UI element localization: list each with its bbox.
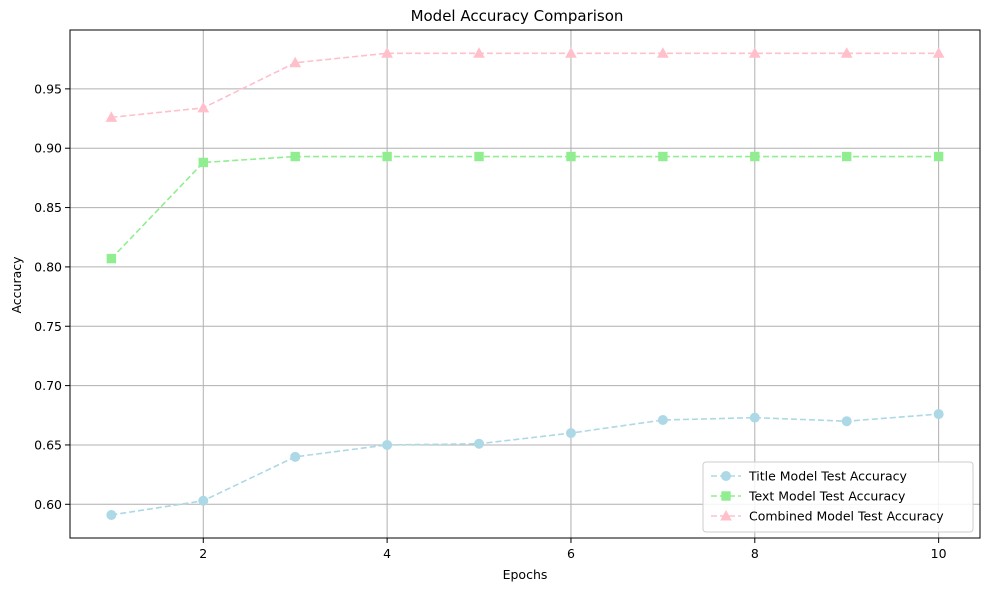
data-point — [198, 495, 209, 506]
data-point — [748, 47, 761, 58]
data-point — [842, 151, 852, 162]
data-point — [290, 151, 300, 162]
data-point — [565, 47, 577, 58]
legend-marker — [721, 491, 731, 501]
grid-lines — [70, 30, 980, 538]
data-point — [932, 47, 945, 58]
axis-ticks: 2 4 6 8 10 0.60 0.65 0.70 0.75 0.80 0.85 0.90 0.95 — [34, 81, 946, 561]
y-tick-label: 0.90 — [34, 141, 62, 156]
data-point — [750, 151, 760, 162]
plot-frame — [69, 29, 981, 539]
y-tick-label: 0.70 — [34, 378, 62, 393]
legend-label: Text Model Test Accuracy — [748, 489, 906, 504]
data-point — [106, 253, 117, 264]
data-point — [474, 438, 485, 449]
x-tick-label: 4 — [383, 546, 391, 561]
y-tick-label: 0.75 — [34, 319, 62, 334]
legend-item: Title Model Test Accuracy — [711, 469, 908, 484]
y-tick-label: 0.65 — [34, 437, 62, 452]
series-2 — [106, 151, 944, 264]
data-point — [197, 101, 210, 113]
y-axis-label: Accuracy — [9, 256, 24, 314]
data-point — [381, 47, 393, 58]
legend-label: Combined Model Test Accuracy — [749, 509, 944, 524]
data-point — [840, 47, 853, 58]
data-point — [198, 157, 208, 168]
data-point — [474, 151, 484, 162]
legend: Title Model Test Accuracy Text Model Test… — [702, 461, 974, 533]
data-point — [382, 439, 393, 450]
data-point — [106, 509, 117, 520]
y-tick-label: 0.60 — [34, 497, 62, 512]
data-point — [473, 47, 485, 58]
series-3 — [105, 47, 945, 122]
series-line — [111, 52, 939, 119]
data-point — [289, 56, 302, 68]
x-tick-label: 6 — [567, 546, 575, 561]
data-point — [933, 409, 944, 420]
legend-label: Title Model Test Accuracy — [748, 469, 908, 484]
data-point — [657, 415, 668, 426]
legend-item: Text Model Test Accuracy — [711, 489, 906, 504]
data-point — [290, 451, 301, 462]
x-tick-label: 8 — [751, 546, 759, 561]
series-layer — [105, 47, 945, 520]
y-tick-label: 0.95 — [34, 81, 62, 96]
y-tick-label: 0.80 — [34, 259, 62, 274]
data-point — [933, 151, 944, 162]
data-point — [749, 412, 760, 423]
x-axis-label: Epochs — [503, 567, 548, 582]
series-line — [110, 155, 939, 260]
data-point — [658, 151, 668, 162]
y-tick-label: 0.85 — [34, 200, 62, 215]
data-point — [841, 416, 852, 427]
x-tick-label: 10 — [931, 546, 947, 561]
legend-item: Combined Model Test Accuracy — [711, 509, 944, 524]
series-1 — [106, 409, 944, 520]
data-point — [565, 428, 576, 439]
series-line — [111, 413, 939, 516]
data-point — [105, 111, 118, 122]
data-point — [657, 47, 669, 58]
legend-box — [702, 461, 974, 533]
data-point — [382, 151, 392, 162]
chart-title: Model Accuracy Comparison — [411, 7, 624, 25]
x-tick-label: 2 — [199, 546, 207, 561]
data-point — [566, 151, 576, 162]
legend-marker — [720, 509, 732, 521]
legend-marker — [721, 471, 731, 481]
